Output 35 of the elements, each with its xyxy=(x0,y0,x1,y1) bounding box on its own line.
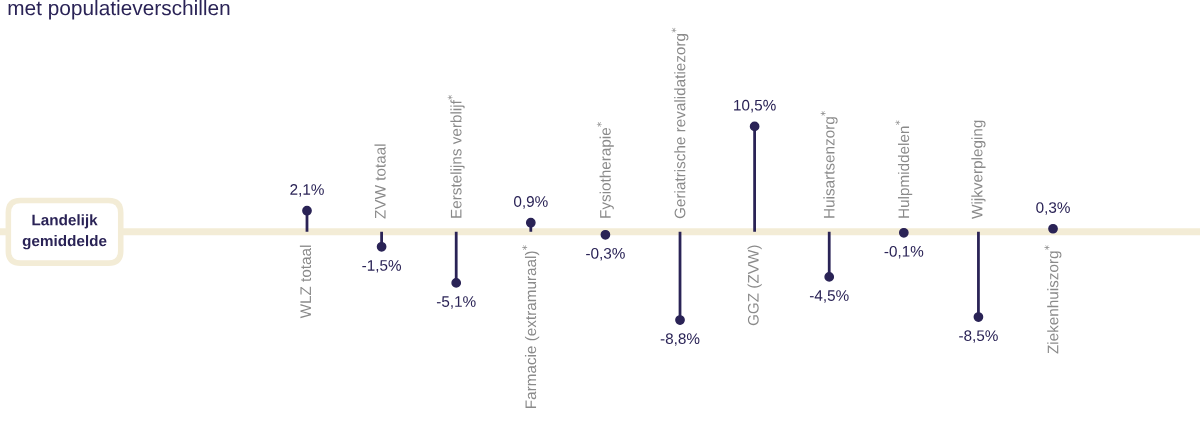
point xyxy=(302,205,312,216)
data-label: 0,9% xyxy=(513,196,548,209)
point xyxy=(824,272,835,282)
point xyxy=(525,217,536,228)
x-tick-label: Huisartsenzorg$^{*}$ xyxy=(820,111,838,218)
chart-title: met populatieverschillen xyxy=(8,0,230,20)
x-tick-label: Fysiotherapie$^{*}$ xyxy=(596,122,614,218)
x-tick-label: Ziekenhuiszorg$^{*}$ xyxy=(1044,245,1062,354)
point xyxy=(749,121,760,132)
point xyxy=(1048,223,1058,234)
data-label: 2,1% xyxy=(290,184,324,197)
point xyxy=(973,312,984,322)
point xyxy=(898,227,909,238)
point xyxy=(600,229,611,240)
x-tick-label: Eerstelijns verblijf$^{*}$ xyxy=(447,94,465,218)
data-label: -5,1% xyxy=(436,296,476,309)
point xyxy=(675,315,685,325)
data-label: 0,3% xyxy=(1036,202,1070,215)
data-label: -1,5% xyxy=(362,260,402,273)
point xyxy=(451,278,462,288)
x-tick-label: Hulpmiddelen$^{*}$ xyxy=(895,120,913,218)
data-label: -0,3% xyxy=(586,247,625,261)
x-tick-label: Geriatrische revalidatiezorg$^{*}$ xyxy=(671,27,689,219)
x-tick-label: WLZ totaal xyxy=(299,245,312,319)
x-tick-label: Wijkverpleging xyxy=(971,120,986,219)
data-label: -4,5% xyxy=(809,290,849,303)
point xyxy=(376,241,387,252)
data-label: -8,5% xyxy=(959,330,998,343)
text: Landelijk gemiddelde xyxy=(22,214,107,250)
data-label: -8,8% xyxy=(660,333,700,346)
data-label: 10,5% xyxy=(734,99,776,113)
data-label: -0,1% xyxy=(884,245,924,259)
x-tick-label: GGZ (ZVW) xyxy=(747,245,762,326)
x-tick-label: Farmacie (extramuraal)$^{*}$ xyxy=(522,245,540,408)
x-tick-label: ZVW totaal xyxy=(374,144,386,219)
